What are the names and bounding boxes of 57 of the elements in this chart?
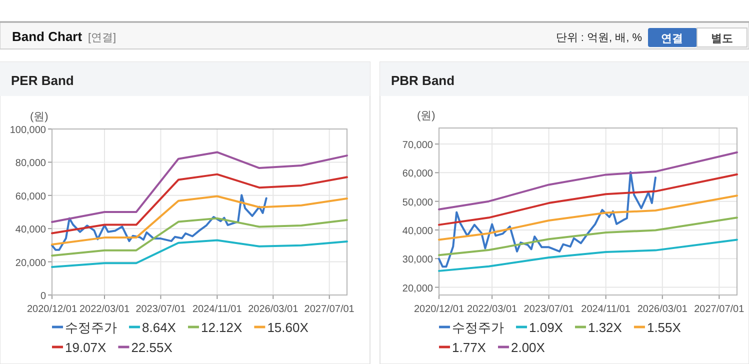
y-tick-label: 50,000 — [402, 197, 434, 208]
x-tick-label: 2026/03/01 — [248, 304, 299, 315]
x-tick-label: 2027/07/01 — [304, 304, 355, 315]
chart-title: PBR Band — [391, 73, 455, 88]
y-tick-label: 20,000 — [402, 283, 434, 294]
y-tick-label: 0 — [40, 291, 46, 302]
legend-label: 12.12X — [200, 320, 243, 335]
y-tick-label: 30,000 — [402, 254, 434, 266]
line-series — [51, 194, 268, 251]
legend-label: 15.60X — [267, 320, 309, 335]
line-series — [51, 217, 348, 257]
x-tick-label: 2023/07/01 — [136, 304, 186, 315]
line-series — [51, 195, 348, 246]
text: [연결] — [88, 32, 116, 44]
line-series — [51, 239, 348, 268]
y-tick-label: 70,000 — [402, 140, 434, 152]
x-tick-label: 2024/11/01 — [581, 304, 631, 315]
chart-title: PER Band — [11, 73, 74, 88]
x-tick-label: 2022/03/01 — [79, 304, 130, 315]
y-tick-label: 100,000 — [10, 125, 46, 136]
x-tick-label: 2026/03/01 — [637, 304, 688, 315]
x-tick-label: 2027/07/01 — [694, 304, 745, 315]
x-tick-label: 2023/07/01 — [524, 304, 574, 315]
y-tick-label: 20,000 — [15, 258, 46, 269]
legend-label: 2.00X — [510, 340, 546, 355]
text: 별도 — [711, 33, 733, 45]
legend-label: 1.09X — [529, 320, 564, 335]
line-series — [438, 194, 738, 241]
x-tick-label: 2020/12/01 — [26, 304, 78, 315]
legend-label: 1.77X — [452, 340, 486, 355]
y-tick-label: 60,000 — [15, 191, 46, 202]
line-series — [51, 151, 348, 223]
legend-label: 8.64X — [142, 320, 176, 335]
line-series — [438, 238, 738, 272]
x-tick-label: 2022/03/01 — [467, 304, 518, 315]
line-series — [438, 173, 738, 226]
y-axis-title: (원) — [417, 110, 436, 122]
y-axis-title: (원) — [30, 111, 48, 123]
legend-label: 1.55X — [646, 320, 682, 335]
text: Band Chart — [12, 29, 83, 44]
x-tick-label: 2020/12/01 — [414, 304, 464, 315]
text: 연결 — [661, 33, 683, 45]
x-tick-label: 2024/11/01 — [192, 304, 242, 315]
y-tick-label: 80,000 — [15, 158, 46, 170]
y-tick-label: 40,000 — [15, 224, 46, 236]
line-series — [51, 173, 348, 234]
legend-label: 22.55X — [131, 340, 173, 355]
line-series — [438, 216, 738, 256]
legend-label: 수정주가 — [452, 320, 504, 335]
legend-label: 1.32X — [588, 320, 622, 335]
y-tick-label: 40,000 — [402, 226, 434, 237]
legend-label: 수정주가 — [65, 320, 117, 335]
y-tick-label: 60,000 — [402, 168, 434, 180]
line-series — [438, 151, 738, 210]
line-series — [438, 171, 656, 268]
text: 단위 : 억원, 배, % — [556, 32, 642, 44]
legend-label: 19.07X — [65, 340, 107, 355]
